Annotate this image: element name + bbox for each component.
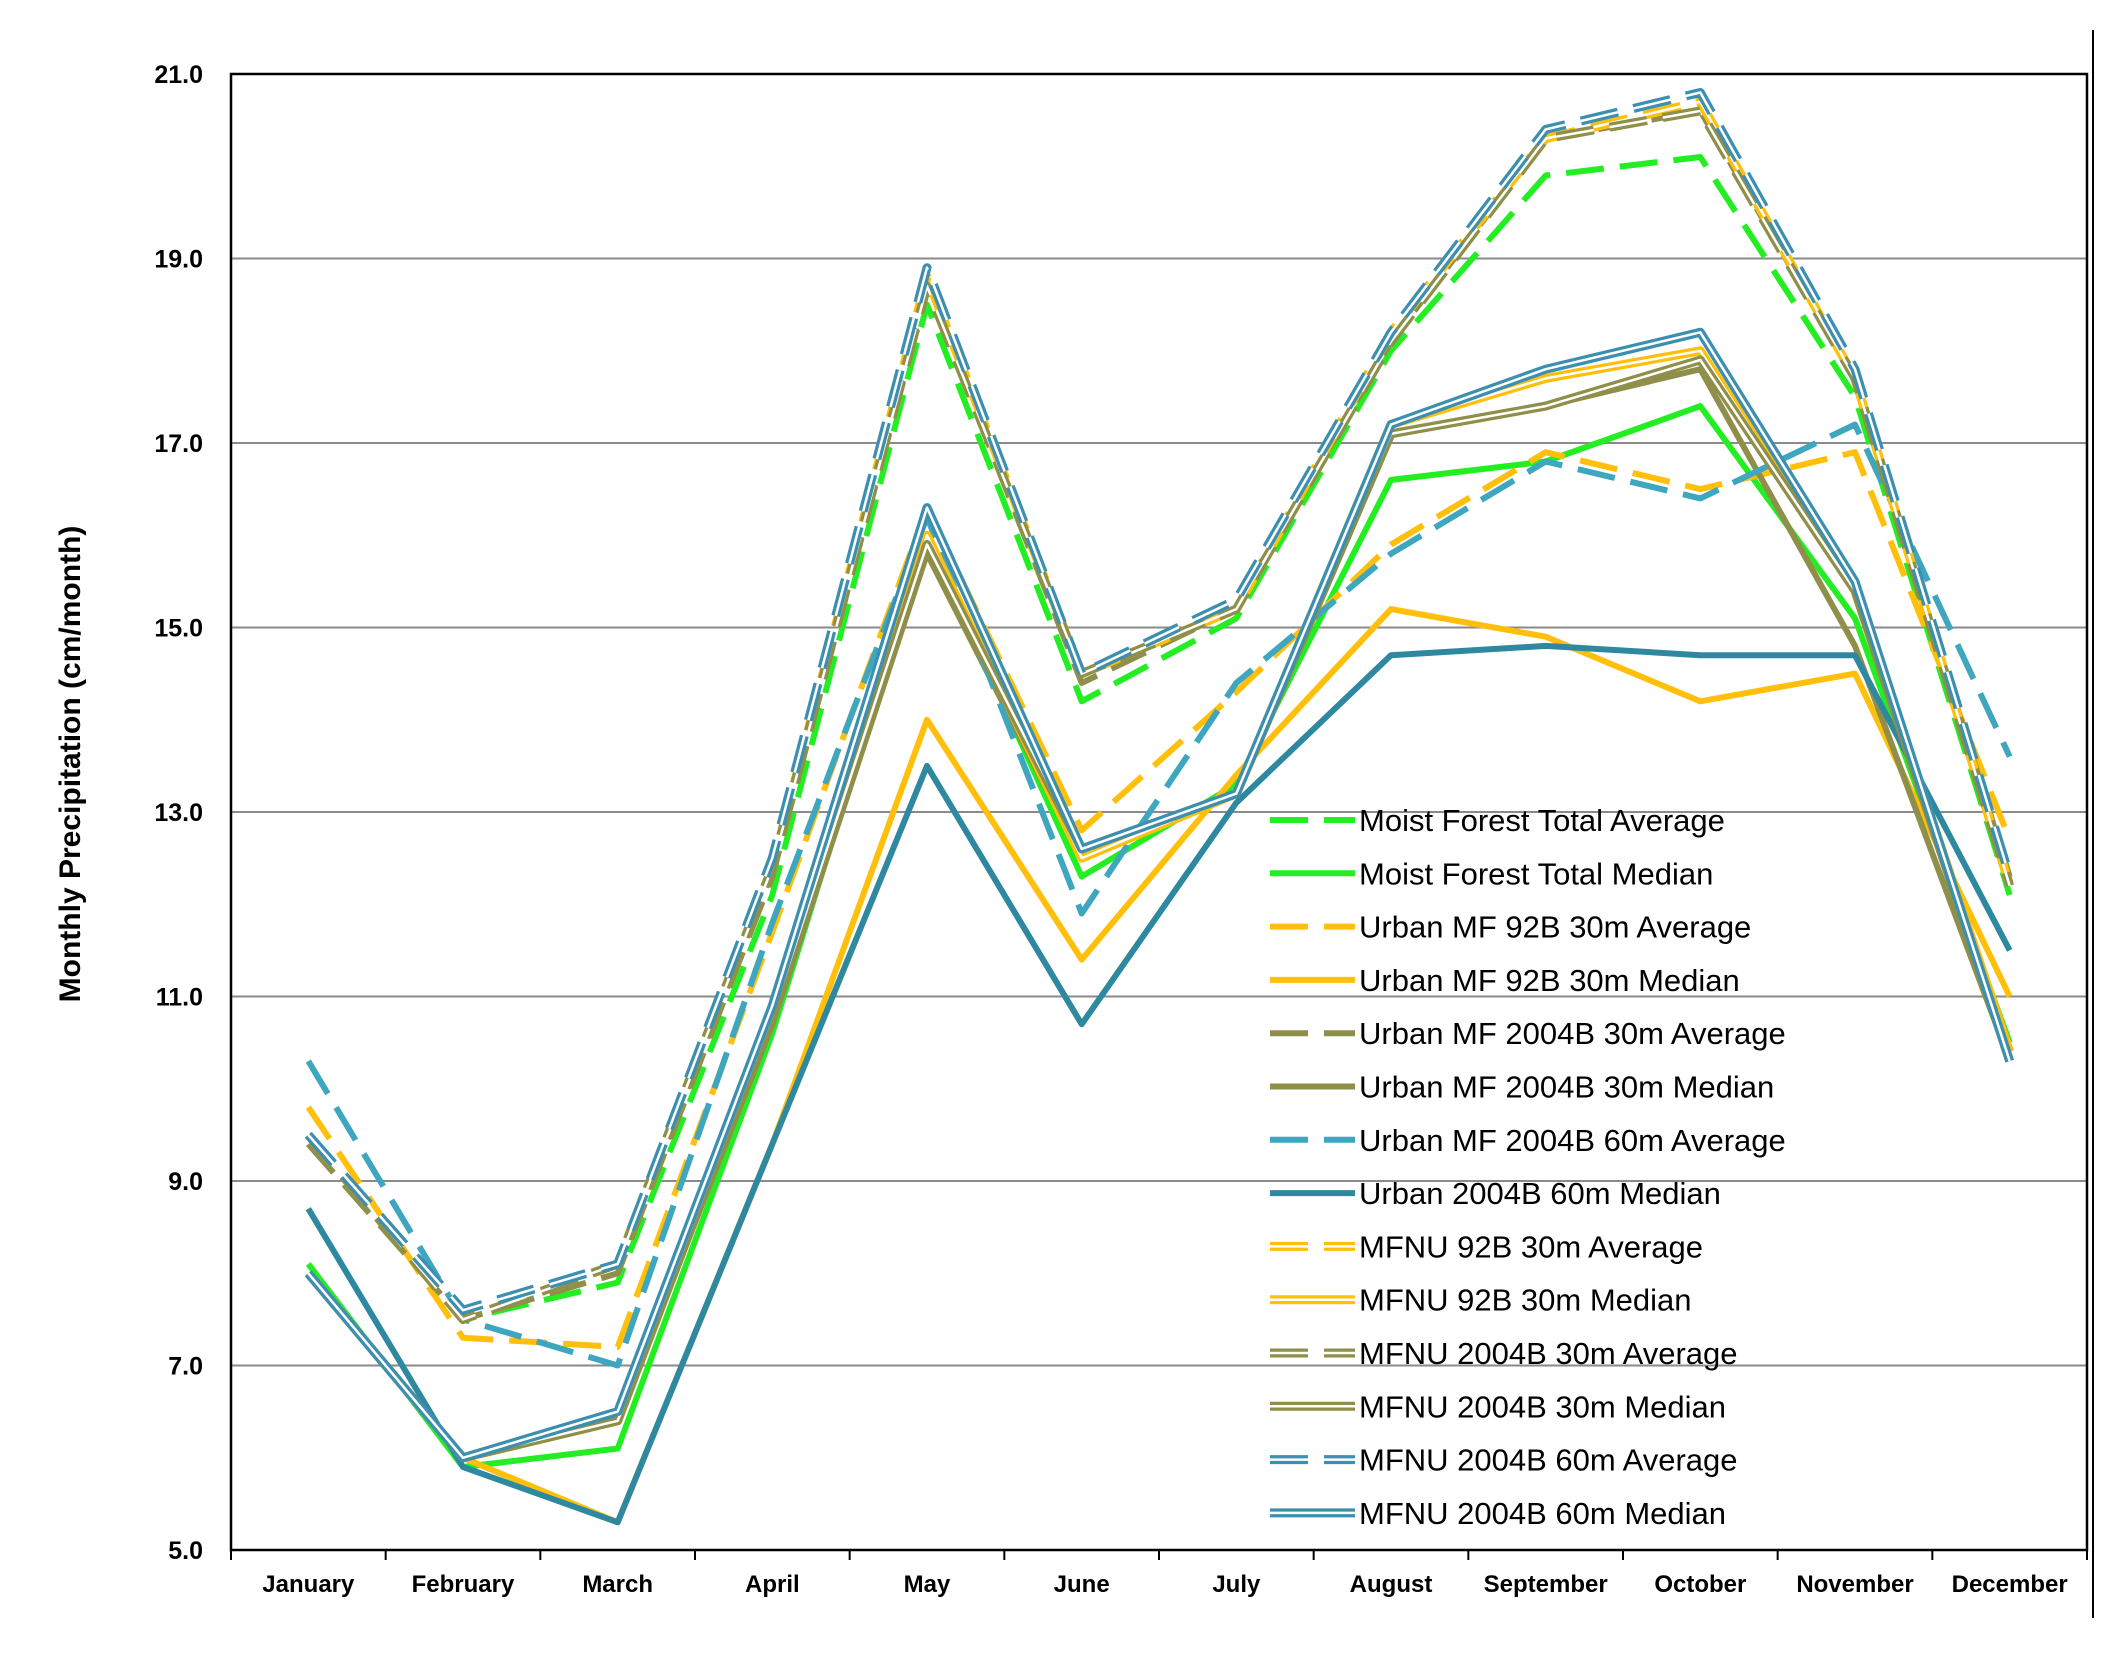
y-tick-label: 11.0 [156,984,203,1012]
series-line-mfnu-2004b-60m-median-inner [307,331,2011,1460]
legend-label: Urban MF 92B 30m Average [1359,910,1751,945]
legend-item: Urban MF 92B 30m Average [1270,910,1751,945]
legend-label: MFNU 2004B 30m Median [1359,1389,1726,1424]
x-tick-label: December [1952,1571,2068,1598]
x-tick-label: January [262,1571,355,1598]
legend-label: MFNU 2004B 60m Average [1359,1443,1738,1478]
series-line-mfnu-2004b-30m-average-inner [307,109,2011,1321]
legend-label: Urban MF 92B 30m Median [1359,963,1740,998]
legend-label: MFNU 2004B 30m Average [1359,1336,1738,1371]
legend-item: MFNU 92B 30m Average [1270,1229,1703,1264]
x-tick-label: February [412,1571,515,1598]
legend-label: MFNU 92B 30m Average [1359,1229,1703,1264]
legend-item: Urban MF 2004B 30m Median [1270,1070,1774,1105]
y-axis-label: Monthly Precipitation (cm/month) [54,526,87,1003]
series-line-moist-forest-total-median [305,403,2013,1470]
x-tick-label: August [1350,1571,1433,1598]
y-tick-label: 15.0 [154,615,203,643]
legend-label: Moist Forest Total Average [1359,803,1725,838]
series-line-moist-forest-total-average [306,154,2013,1323]
legend-label: MFNU 92B 30m Median [1359,1283,1692,1318]
y-tick-label: 9.0 [168,1168,203,1196]
x-tick-label: March [582,1571,653,1598]
legend-item: Urban MF 92B 30m Median [1270,963,1740,998]
legend-label: Urban MF 2004B 30m Median [1359,1070,1774,1105]
legend-item: Urban MF 2004B 30m Average [1270,1016,1786,1051]
x-tick-label: July [1212,1571,1261,1598]
legend-label: Urban 2004B 60m Median [1359,1176,1721,1211]
legend: Moist Forest Total Average Moist Forest T… [1270,803,1786,1531]
x-tick-label: September [1484,1571,1608,1598]
x-tick-label: October [1654,1571,1746,1598]
x-tick-label: June [1054,1571,1110,1598]
legend-label: Urban MF 2004B 30m Average [1359,1016,1786,1051]
legend-item: Moist Forest Total Median [1270,856,1713,891]
series-lines [304,88,2015,1526]
series-line-urban-mf-92b-30m-median [306,606,2013,1526]
legend-label: MFNU 2004B 60m Median [1359,1496,1726,1531]
y-tick-label: 7.0 [168,1353,203,1381]
y-tick-label: 5.0 [168,1537,203,1565]
legend-item: Moist Forest Total Average [1270,803,1725,838]
y-tick-label: 17.0 [154,430,203,458]
series-line-urban-2004b-60m-median [305,642,2013,1526]
legend-label: Urban MF 2004B 60m Average [1359,1123,1786,1158]
x-tick-label: May [904,1571,951,1598]
x-tick-label: April [745,1571,800,1598]
legend-item: MFNU 92B 30m Median [1270,1283,1692,1318]
axes: 5.0 7.0 9.0 11.0 13.0 15.0 17.0 19.0 21.0 January… [154,61,2089,1598]
x-tick-label: November [1796,1571,1913,1598]
legend-item: MFNU 2004B 30m Median [1270,1389,1726,1424]
y-tick-label: 21.0 [154,61,203,89]
legend-item: Urban 2004B 60m Median [1270,1176,1721,1211]
series-line-urban-mf-2004b-60m-average [305,421,2013,1369]
series-line-urban-mf-92b-30m-average [305,449,2013,1350]
legend-item: Urban MF 2004B 60m Average [1270,1123,1786,1158]
series-line-mfnu-2004b-60m-average-inner [307,91,2011,1312]
legend-item: MFNU 2004B 60m Median [1270,1496,1726,1531]
legend-item: MFNU 2004B 60m Average [1270,1443,1738,1478]
y-tick-label: 19.0 [154,246,203,274]
legend-item: MFNU 2004B 30m Average [1270,1336,1738,1371]
y-tick-label: 13.0 [154,799,203,827]
legend-label: Moist Forest Total Median [1359,856,1713,891]
